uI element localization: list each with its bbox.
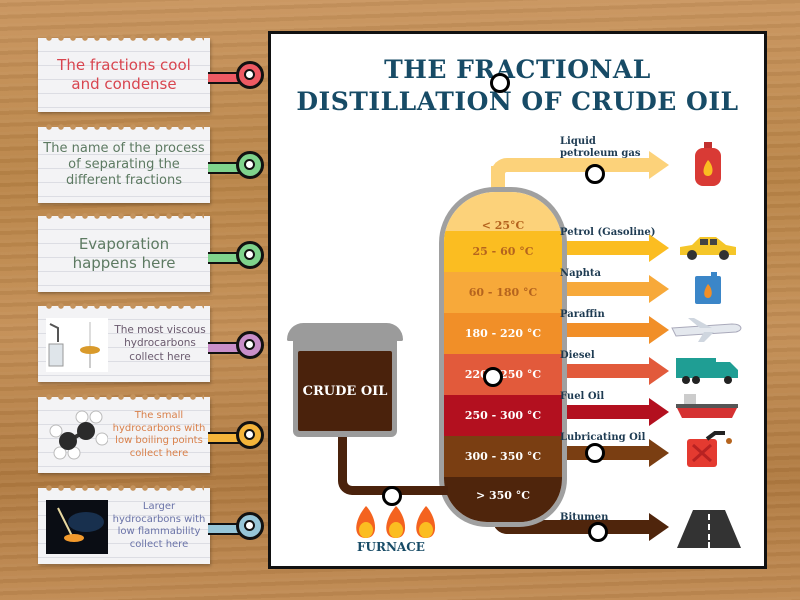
band-180-220: 180 - 220 °C <box>444 313 562 354</box>
fuel-can-icon <box>695 272 721 304</box>
road-icon <box>677 510 741 548</box>
arrow-lubricating-oil <box>557 439 669 467</box>
arrow-paraffin <box>557 316 669 344</box>
airplane-icon <box>671 318 742 342</box>
lpg-pipe-bend <box>491 158 531 180</box>
diagram-title: THE FRACTIONAL DISTILLATION OF CRUDE OIL <box>271 54 764 118</box>
ship-icon <box>676 394 738 418</box>
pin-4[interactable] <box>208 331 268 361</box>
title-line-1: THE FRACTIONAL <box>384 55 651 84</box>
drop-target-lpg[interactable] <box>585 164 605 184</box>
label-bitumen: Bitumen <box>560 512 609 523</box>
card-5-text: The small hydrocarbons with low boiling … <box>112 410 206 459</box>
label-petrol: Petrol (Gasoline) <box>560 227 656 238</box>
truck-icon <box>676 358 738 384</box>
card-4-text: The most viscous hydrocarbons collect he… <box>114 324 206 363</box>
burning-splint-image <box>46 500 108 554</box>
pin-2[interactable] <box>208 151 268 181</box>
tank-label: CRUDE OIL <box>298 351 392 431</box>
crude-oil-tank: CRUDE OIL <box>293 339 397 437</box>
band-gt350: > 350 °C <box>444 477 562 522</box>
band-220-250: 220 - 250 °C <box>444 354 562 395</box>
car-icon <box>680 237 736 260</box>
label-fuel-oil: Fuel Oil <box>560 391 605 402</box>
distillation-diagram: THE FRACTIONAL DISTILLATION OF CRUDE OIL… <box>268 31 767 569</box>
label-naphta: Naphta <box>560 268 601 279</box>
drop-target-bitumen[interactable] <box>588 522 608 542</box>
drop-target-title[interactable] <box>490 73 510 93</box>
pin-5[interactable] <box>208 421 268 451</box>
label-lubricating-oil: Lubricating Oil <box>560 432 646 443</box>
drop-target-diesel[interactable] <box>483 367 503 387</box>
answer-card-1[interactable]: The fractions cool and condense <box>38 34 210 112</box>
pin-3[interactable] <box>208 241 268 271</box>
drop-target-furnace[interactable] <box>382 486 402 506</box>
gas-cylinder-icon <box>695 142 721 186</box>
tank-lid <box>287 323 403 341</box>
band-300-350: 300 - 350 °C <box>444 436 562 477</box>
answer-card-5[interactable]: The small hydrocarbons with low boiling … <box>38 393 210 473</box>
answer-card-6[interactable]: Larger hydrocarbons with low flammabilit… <box>38 484 210 564</box>
label-paraffin: Paraffin <box>560 309 605 320</box>
pin-1[interactable] <box>208 61 268 91</box>
answer-card-3[interactable]: Evaporation happens here <box>38 212 210 292</box>
label-lpg: Liquid petroleum gas <box>560 136 641 159</box>
title-line-2: DISTILLATION OF CRUDE OIL <box>296 87 739 116</box>
pouring-liquid-image <box>46 318 108 372</box>
answer-card-2[interactable]: The name of the process of separating th… <box>38 123 210 203</box>
band-60-180: 60 - 180 °C <box>444 272 562 313</box>
distillation-column: < 25°C 25 - 60 °C 60 - 180 °C 180 - 220 … <box>439 187 567 527</box>
card-2-text: The name of the process of separating th… <box>43 140 205 189</box>
oil-can-icon <box>687 431 732 467</box>
label-diesel: Diesel <box>560 350 595 361</box>
arrow-fuel-oil <box>557 398 669 426</box>
band-25-60: 25 - 60 °C <box>444 231 562 272</box>
furnace-label: FURNACE <box>357 540 425 554</box>
arrow-naphta <box>557 275 669 303</box>
furnace-flames-icon <box>356 506 436 538</box>
molecule-image <box>49 410 108 460</box>
drop-target-lubricating-oil[interactable] <box>585 443 605 463</box>
arrow-diesel <box>557 357 669 385</box>
pin-6[interactable] <box>208 512 268 542</box>
card-6-text: Larger hydrocarbons with low flammabilit… <box>112 501 206 550</box>
arrow-petrol <box>557 234 669 262</box>
card-3-text: Evaporation happens here <box>72 235 176 272</box>
band-250-300: 250 - 300 °C <box>444 395 562 436</box>
answer-card-4[interactable]: The most viscous hydrocarbons collect he… <box>38 302 210 382</box>
card-1-text: The fractions cool and condense <box>57 56 191 93</box>
